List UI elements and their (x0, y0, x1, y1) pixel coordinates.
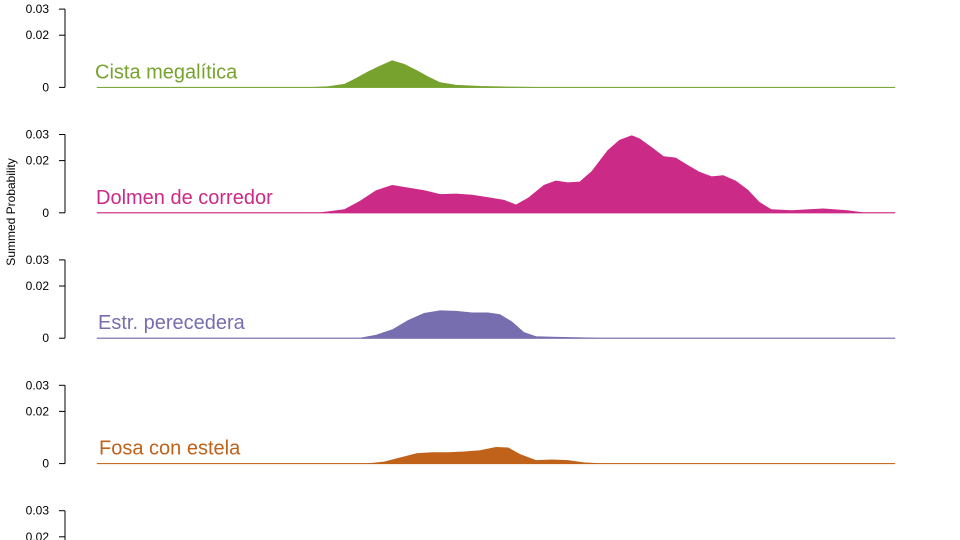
panel-0: 0 0.02 0.03 Cista megalítica (26, 2, 896, 94)
series-area (96, 60, 896, 88)
y-tick-label: 0.03 (26, 2, 50, 16)
series-label: Dolmen de corredor (96, 187, 273, 209)
y-tick-label: 0.02 (26, 404, 50, 418)
series-label: Cista megalítica (95, 61, 238, 83)
y-tick-label: 0.02 (26, 279, 50, 293)
y-tick-label: 0.02 (26, 154, 50, 168)
y-tick-label: 0.03 (26, 253, 50, 267)
y-tick-label: 0.03 (26, 378, 50, 392)
y-tick-label: 0.03 (26, 504, 50, 518)
series-label: Estr. perecedera (98, 312, 246, 334)
y-tick-label: 0.02 (26, 28, 50, 42)
y-tick-label: 0 (42, 206, 49, 220)
series-label: Fosa con estela (99, 438, 241, 460)
panel-2: 0 0.02 0.03 Estr. perecedera (26, 253, 896, 345)
y-tick-label: 0.02 (26, 530, 50, 540)
series-area (96, 310, 896, 339)
y-tick-label: 0 (42, 457, 49, 471)
panel-1: 0 0.02 0.03 Dolmen de corredor (26, 128, 896, 220)
y-axis-label: Summed Probability (4, 158, 18, 265)
series-area (96, 135, 896, 214)
series-area (96, 447, 896, 464)
panel-3: 0 0.02 0.03 Fosa con estela (26, 378, 896, 471)
y-tick-label: 0 (42, 331, 49, 345)
y-tick-label: 0 (42, 80, 49, 94)
panel-4: 0.02 0.03 (26, 504, 66, 540)
y-tick-label: 0.03 (26, 128, 50, 142)
